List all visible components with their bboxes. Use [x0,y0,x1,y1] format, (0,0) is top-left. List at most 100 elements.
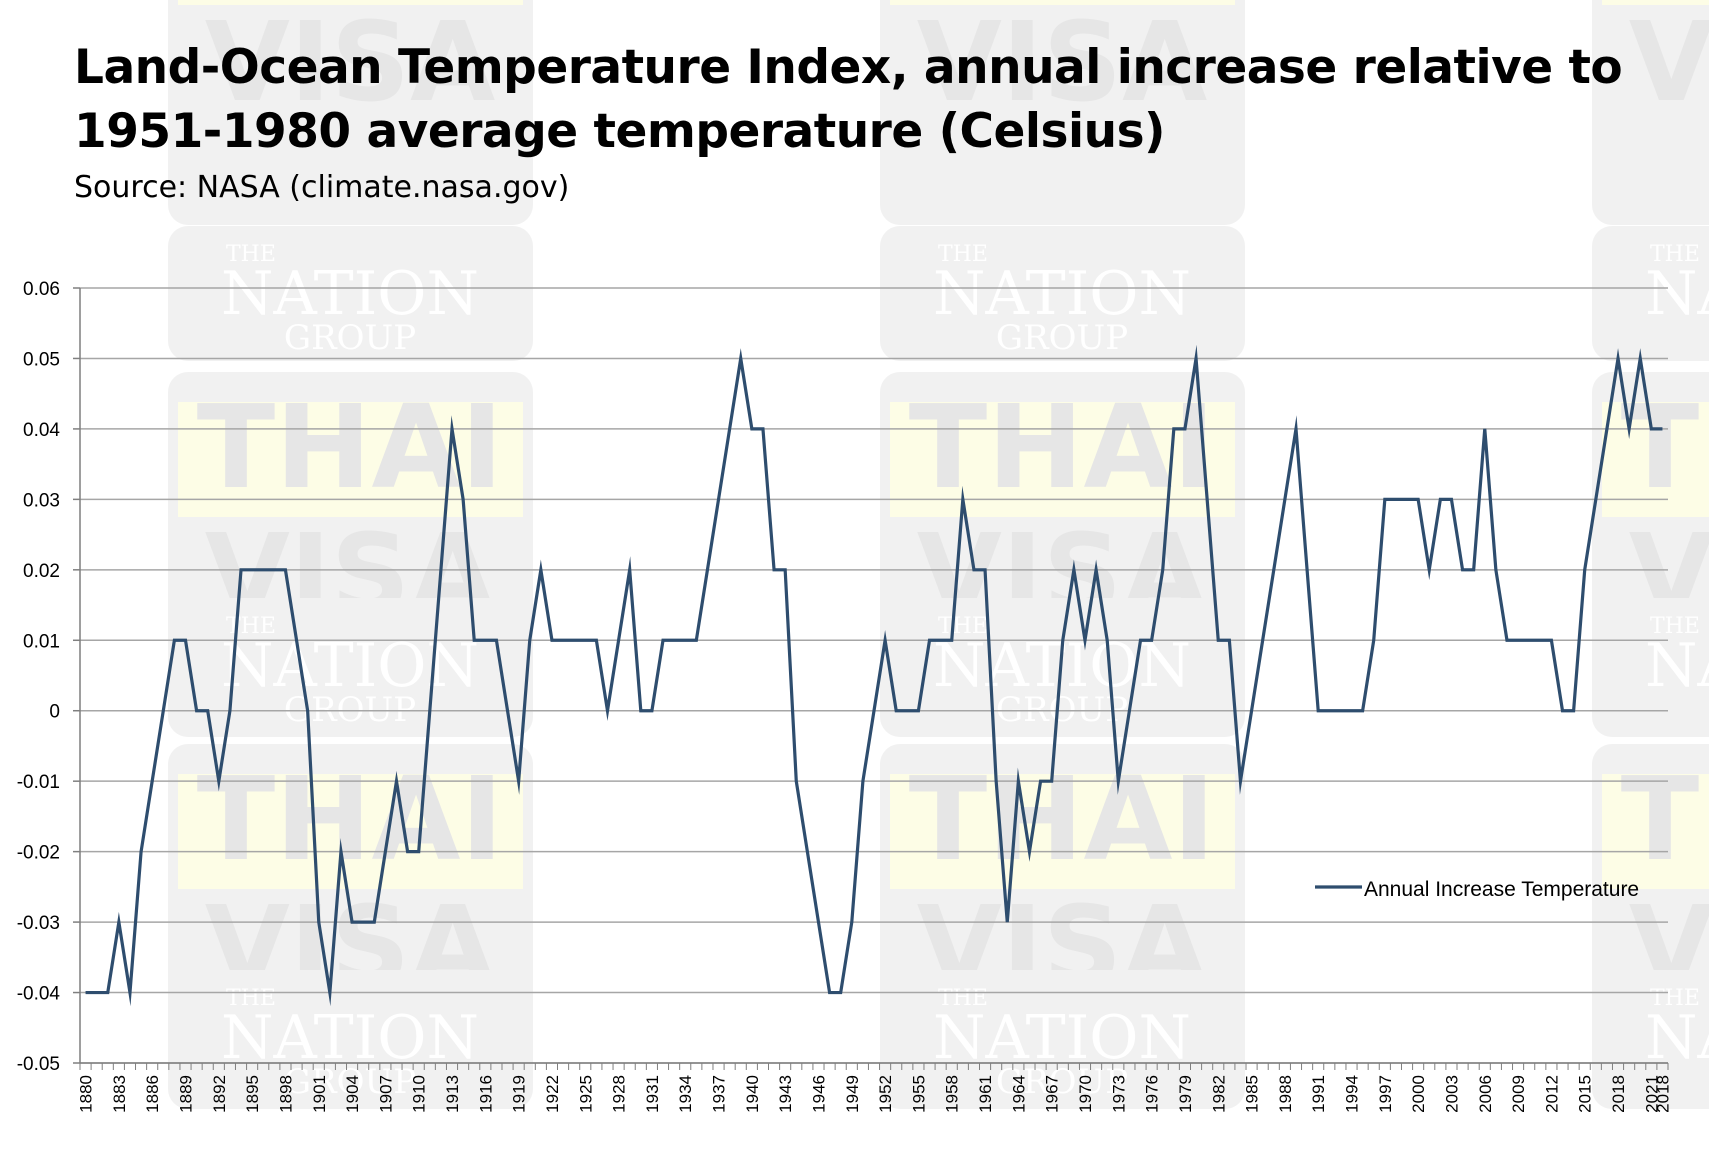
watermark-text: VISA [1629,0,1709,126]
watermark-tile-band [890,402,1235,517]
x-tick-label: 2012 [1542,1075,1561,1113]
x-tick-label: 1958 [943,1075,962,1113]
watermark-tile [1592,598,1709,733]
legend: Annual Increase Temperature [1315,878,1639,901]
x-tick-label: 1979 [1176,1075,1195,1113]
x-tick-label: 1901 [310,1075,329,1113]
x-tick-label: 1991 [1309,1075,1328,1113]
watermark-brand: GROUP [996,1062,1128,1102]
watermark-tile [880,970,1245,1105]
x-tick-label: 1925 [576,1075,595,1113]
x-tick-label: 1883 [110,1075,129,1113]
watermark-tile [168,970,533,1105]
watermark-text: THAI [197,753,503,887]
y-tick-label: -0.02 [17,843,60,864]
x-tick-label: 1970 [1076,1075,1095,1113]
watermark-brand: NATION [1645,259,1709,329]
x-tick-label: 1922 [543,1075,562,1113]
x-tick-label: 1895 [243,1075,262,1113]
watermark-brand: GROUP [284,318,416,358]
x-tick-label: 1943 [776,1075,795,1113]
x-tick-label: 1946 [809,1075,828,1113]
x-tick-label: 2018 [1609,1075,1628,1113]
y-tick-label: -0.01 [17,772,60,793]
watermark-brand: NATION [1645,1003,1709,1073]
watermark-tile-band [178,0,523,5]
watermark-text: THAI [197,381,503,515]
watermark-tile [1592,970,1709,1105]
watermark-brand: GROUP [996,318,1128,358]
watermark-text: THAI [909,381,1215,515]
x-tick-label: 1994 [1343,1075,1362,1113]
watermark-brand: THE [1650,242,1700,267]
watermark-tile [168,598,533,733]
x-tick-label: 1886 [143,1075,162,1113]
x-tick-label: 1880 [77,1075,96,1113]
watermark-tile-band [178,774,523,889]
x-tick-label: 1988 [1276,1075,1295,1113]
series [85,344,1663,1007]
x-tick-label: 1898 [276,1075,295,1113]
x-tick-label: 1973 [1109,1075,1128,1113]
watermark-brand: THE [1650,986,1700,1011]
x-tick-label: 1889 [176,1075,195,1113]
watermark-brand: NATION [933,1003,1191,1073]
y-tick-label: -0.05 [17,1054,60,1075]
y-tick-label: 0.03 [23,490,60,511]
x-tick-label: 1910 [410,1075,429,1113]
watermark-tile [168,0,533,225]
x-tick-label: 1967 [1043,1075,1062,1113]
y-tick-label: 0.05 [23,349,60,370]
watermark-text: VISA [917,0,1207,126]
x-tick-label: 1892 [210,1075,229,1113]
watermark-tile [168,226,533,361]
watermark-tile-band [890,774,1235,889]
x-tick-label: 2000 [1409,1075,1428,1113]
x-tick-label: 2015 [1576,1075,1595,1113]
x-tick-label: 1919 [510,1075,529,1113]
title-block: Land-Ocean Temperature Index, annual inc… [74,36,1634,205]
watermark-text: THAI [1621,0,1709,3]
x-tick-label: 1949 [843,1075,862,1113]
x-tick-label: 1985 [1243,1075,1262,1113]
watermark-brand: GROUP [284,1062,416,1102]
y-tick-label: 0.04 [23,420,60,441]
watermark-text: THAI [909,753,1215,887]
watermark-brand: THE [1650,614,1700,639]
y-tick-label: 0.01 [23,631,60,652]
y-tick-label: 0 [49,702,60,723]
y-tick-label: 0.02 [23,561,60,582]
x-tick-label: 1982 [1209,1075,1228,1113]
x-tick-label: 1940 [743,1075,762,1113]
x-tick-label: 2018 [1653,1075,1672,1113]
x-tick-label: 1904 [343,1075,362,1113]
y-tick-label: -0.03 [17,913,60,934]
watermark-text: THAI [1621,381,1709,515]
x-tick-label: 2009 [1509,1075,1528,1113]
watermark-brand: NATION [1645,631,1709,701]
x-tick-label: 2003 [1442,1075,1461,1113]
x-tick-label: 1934 [676,1075,695,1113]
watermark-brand: NATION [221,1003,479,1073]
y-tick-label: 0.06 [23,279,60,300]
watermark-brand: THE [226,242,276,267]
x-tick-label: 1916 [476,1075,495,1113]
x-tick-label: 1952 [876,1075,895,1113]
watermark-text: THAI [909,0,1215,3]
gridlines: 0.06 0.05 0.04 0.03 0.02 0.01 0 -0.01 -0.02 -0.03… [17,279,1668,1075]
series-line [85,344,1663,1007]
x-tick-label: 2006 [1476,1075,1495,1113]
watermark-text: VISA [205,0,495,126]
watermark-tile [1592,226,1709,361]
x-tick-label: 1997 [1376,1075,1395,1113]
x-tick-label: 1961 [976,1075,995,1113]
chart-title: Land-Ocean Temperature Index, annual inc… [74,40,1623,159]
watermark-text: THAI [1621,753,1709,887]
x-tick-label: 1913 [443,1075,462,1113]
watermark-brand: GROUP [1708,690,1709,730]
y-tick-label: -0.04 [17,984,61,1005]
x-tick-label: 1964 [1009,1075,1028,1113]
x-tick-label: 1931 [643,1075,662,1113]
